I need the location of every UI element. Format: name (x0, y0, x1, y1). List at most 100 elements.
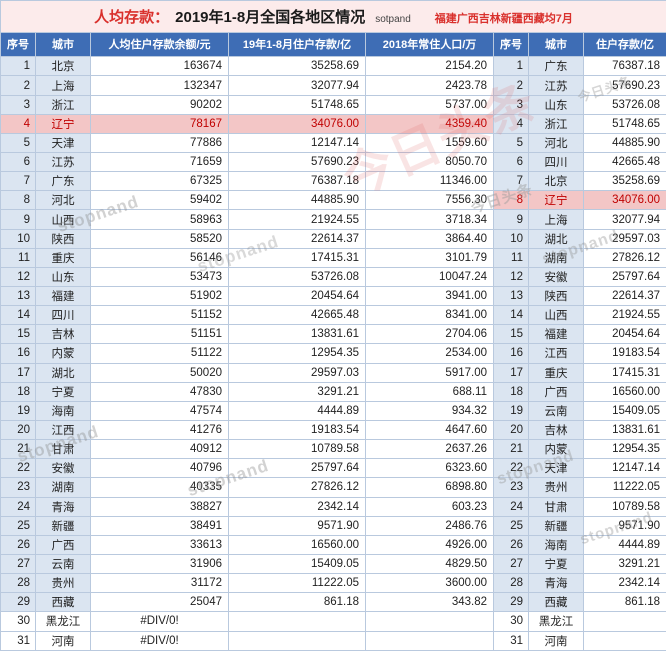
cell-rank: 26 (0, 534, 36, 555)
cell-deposits: 12954.35 (228, 343, 366, 364)
cell-population: 934.32 (365, 400, 494, 421)
cell-deposits: 76387.18 (582, 56, 666, 77)
cell-city: 广西 (528, 381, 584, 402)
cell-population: 603.23 (365, 496, 494, 517)
cell-deposits: 12147.14 (582, 458, 666, 479)
cell-city: 江苏 (528, 75, 584, 96)
cell-per-capita: 53473 (90, 266, 229, 288)
cell-city: 黑龙江 (528, 611, 584, 632)
cell-deposits: 32077.94 (582, 209, 666, 230)
cell-city: 四川 (35, 305, 91, 326)
cell-population: 5737.00 (365, 94, 494, 115)
cell-rank: 25 (0, 515, 36, 536)
cell-population: 2423.78 (365, 75, 494, 96)
cell-city: 黑龙江 (35, 611, 91, 632)
cell-deposits: 51748.65 (228, 94, 366, 115)
cell-city: 西藏 (528, 592, 584, 613)
cell-rank: 19 (0, 400, 36, 421)
cell-city: 河北 (35, 190, 91, 211)
cell-deposits: 3291.21 (582, 553, 666, 575)
cell-rank: 7 (0, 171, 36, 192)
cell-deposits: 25797.64 (228, 458, 366, 479)
cell-city: 海南 (35, 400, 91, 421)
cell-population: 6898.80 (365, 477, 494, 498)
cell-deposits (582, 630, 666, 651)
cell-deposits: 27826.12 (228, 477, 366, 498)
cell-population: 8050.70 (365, 152, 494, 173)
cell-per-capita: 51122 (90, 343, 229, 364)
cell-per-capita: 71659 (90, 152, 229, 173)
cell-per-capita: 40796 (90, 458, 229, 479)
cell-deposits: 51748.65 (582, 113, 666, 134)
cell-deposits (228, 630, 366, 651)
cell-population: 4359.40 (365, 113, 494, 134)
cell-city: 内蒙 (35, 343, 91, 364)
cell-deposits: 35258.69 (228, 56, 366, 77)
cell-per-capita: 56146 (90, 247, 229, 268)
cell-per-capita: 51151 (90, 324, 229, 345)
cell-deposits: 22614.37 (582, 285, 666, 307)
cell-deposits: 19183.54 (582, 343, 666, 364)
cell-rank: 13 (0, 285, 36, 307)
cell-city: 贵州 (528, 477, 584, 498)
cell-city: 重庆 (35, 247, 91, 268)
cell-city: 安徽 (35, 458, 91, 479)
cell-deposits: 21924.55 (582, 305, 666, 326)
cell-deposits: 34076.00 (582, 190, 666, 211)
cell-per-capita: 40335 (90, 477, 229, 498)
cell-rank: 31 (493, 630, 529, 651)
cell-city: 湖北 (35, 362, 91, 383)
cell-city: 天津 (528, 458, 584, 479)
cell-rank: 6 (493, 152, 529, 173)
cell-rank: 24 (493, 496, 529, 517)
cell-rank: 20 (493, 419, 529, 441)
cell-per-capita: 58520 (90, 228, 229, 249)
cell-population: 4926.00 (365, 534, 494, 555)
cell-rank: 9 (0, 209, 36, 230)
cell-deposits: 53726.08 (582, 94, 666, 115)
column-header: 住户存款/亿 (582, 31, 666, 58)
cell-population: 2704.06 (365, 324, 494, 345)
title-note: 福建广西吉林新疆西藏均7月 (434, 12, 573, 25)
cell-deposits: 57690.23 (582, 75, 666, 96)
cell-population: 2486.76 (365, 515, 494, 536)
cell-city: 辽宁 (35, 113, 91, 134)
cell-per-capita: 58963 (90, 209, 229, 230)
cell-city: 吉林 (35, 324, 91, 345)
column-header: 序号 (0, 31, 36, 58)
cell-rank: 5 (493, 132, 529, 154)
cell-city: 陕西 (528, 285, 584, 307)
title-cell: 人均存款： 2019年1-8月全国各地区情况 sotpand 福建广西吉林新疆西藏… (0, 0, 666, 33)
cell-city: 甘肃 (35, 439, 91, 460)
cell-per-capita: 31906 (90, 553, 229, 575)
table-row: 30 黑龙江 #DIV/0! 30 黑龙江 (0, 611, 666, 632)
cell-population: 4829.50 (365, 553, 494, 575)
cell-rank: 4 (493, 113, 529, 134)
cell-city: 湖南 (35, 477, 91, 498)
table-row: 15 吉林 51151 13831.61 2704.06 15 福建 20454.64 (0, 324, 666, 345)
cell-rank: 22 (493, 458, 529, 479)
table-row: 6 江苏 71659 57690.23 8050.70 6 四川 42665.48 (0, 152, 666, 173)
cell-city: 青海 (528, 573, 584, 594)
cell-city: 江西 (35, 419, 91, 441)
cell-rank: 7 (493, 171, 529, 192)
cell-deposits: 10789.58 (228, 439, 366, 460)
table-row: 10 陕西 58520 22614.37 3864.40 10 湖北 29597.03 (0, 228, 666, 249)
cell-rank: 10 (0, 228, 36, 249)
table-row: 7 广东 67325 76387.18 11346.00 7 北京 35258.69 (0, 171, 666, 192)
cell-city: 广东 (35, 171, 91, 192)
cell-deposits: 13831.61 (582, 419, 666, 441)
cell-rank: 15 (0, 324, 36, 345)
cell-rank: 21 (493, 439, 529, 460)
cell-rank: 12 (0, 266, 36, 288)
cell-population: 10047.24 (365, 266, 494, 288)
cell-city: 河南 (528, 630, 584, 651)
cell-rank: 13 (493, 285, 529, 307)
cell-city: 云南 (35, 553, 91, 575)
cell-city: 湖北 (528, 228, 584, 249)
table-row: 5 天津 77886 12147.14 1559.60 5 河北 44885.90 (0, 132, 666, 154)
cell-city: 江苏 (35, 152, 91, 173)
cell-city: 宁夏 (35, 381, 91, 402)
cell-rank: 8 (0, 190, 36, 211)
cell-deposits: 17415.31 (228, 247, 366, 268)
